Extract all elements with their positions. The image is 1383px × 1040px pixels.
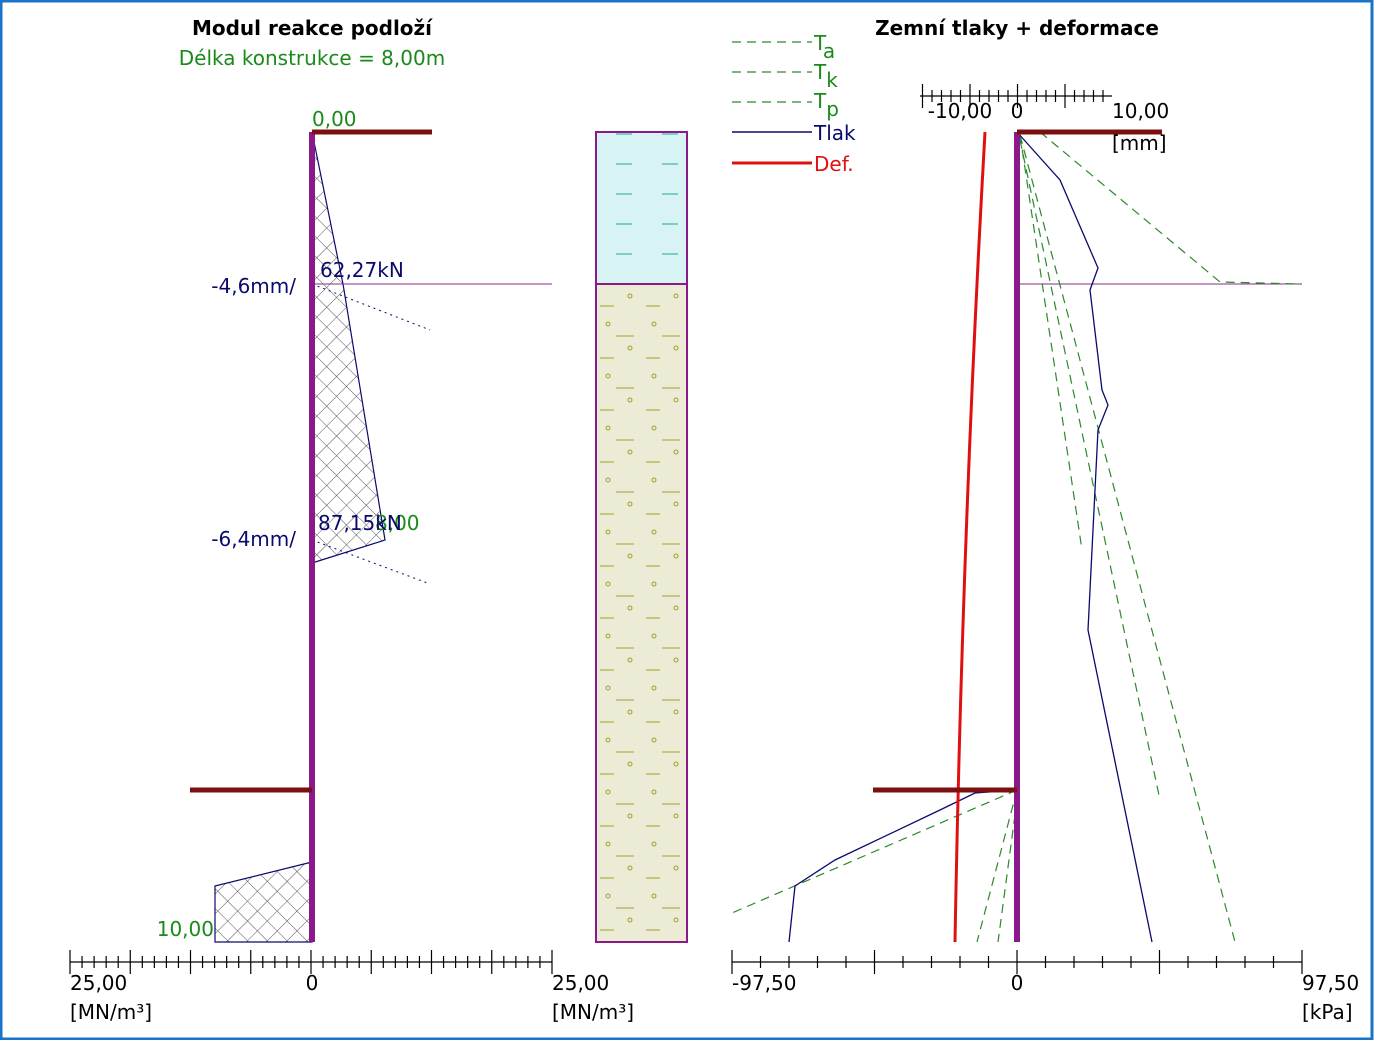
axis-label: 0 [1011,99,1024,123]
subscript: k [826,68,838,92]
axis-unit: [MN/m³] [552,1000,634,1024]
subscript: p [826,97,839,121]
axis-label: 97,50 [1302,971,1359,995]
anchor-line [312,540,430,584]
symbol: T [813,60,827,84]
legend-label: Tk [813,60,838,92]
pressure-tk [1020,135,1082,550]
force-label: 87,15kN [318,511,402,535]
axis-label: 10,00 [1112,99,1169,123]
pressure-tk [1020,140,1160,800]
soil-profile [596,132,687,942]
axis-unit: [MN/m³] [70,1000,152,1024]
title: Modul reakce podloží [192,16,433,40]
screen: Modul reakce podloží Délka konstrukce = … [0,0,1383,1040]
title: Zemní tlaky + deformace [875,16,1159,40]
modulus-area [312,132,385,563]
axis-label: 0 [306,971,319,995]
symbol: T [813,89,827,113]
legend-label: Tlak [813,121,856,145]
depth-label: 0,00 [312,107,357,131]
legend-label: Tp [813,89,839,121]
subtitle: Délka konstrukce = 8,00m [179,46,445,70]
axis-label: 0 [1011,971,1024,995]
right-panel: Zemní tlaky + deformace Ta Tk Tp Tlak De… [732,16,1359,1024]
depth-label: 10,00 [157,917,214,941]
legend: Ta Tk Tp Tlak Def. [732,31,856,176]
axis-unit: [mm] [1112,131,1167,155]
axis-label: 25,00 [552,971,609,995]
axis-unit: [kPa] [1302,1000,1353,1024]
left-panel: Modul reakce podloží Délka konstrukce = … [70,16,634,1024]
legend-label: Def. [814,152,854,176]
pressure-line [1017,132,1152,942]
axis-label: 25,00 [70,971,127,995]
soil-layer [596,284,687,942]
pressure-line [789,790,1017,942]
force-label: 62,27kN [320,258,404,282]
deformation-label: -4,6mm/ [211,274,296,298]
pressure-tp [732,790,1017,913]
pressure-ta [1040,132,1302,284]
legend-label: Ta [813,31,835,63]
modulus-area [215,862,312,942]
axis-label: -10,00 [928,99,992,123]
pressure-ta [977,790,1017,942]
axis-label: -97,50 [732,971,796,995]
water-layer [596,132,687,284]
deformation-line [955,132,985,942]
deformation-label: -6,4mm/ [211,527,296,551]
